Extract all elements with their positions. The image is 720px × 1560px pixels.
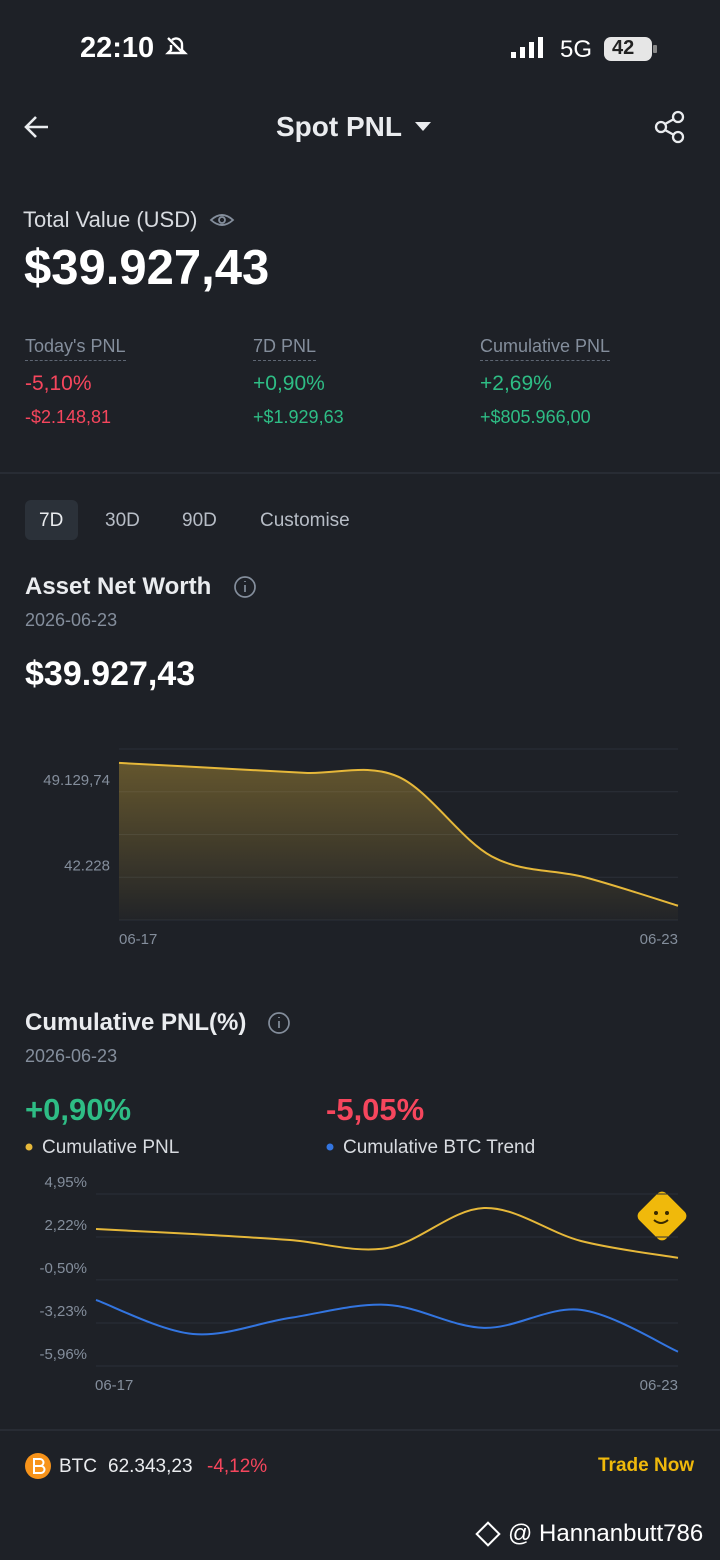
tab[interactable]: 30D [105,510,140,531]
info-icon[interactable] [234,576,256,598]
pnl-label: Today's PNL [25,336,126,361]
x-tick-label: 06-17 [119,931,157,948]
legend-dot [25,1143,33,1151]
legend-label: Cumulative BTC Trend [343,1137,536,1158]
tab[interactable]: 90D [182,510,217,531]
y-tick-label: 42.228 [64,857,110,874]
back-button[interactable] [24,116,48,138]
status-time: 22:10 [80,32,155,64]
line [118,761,679,907]
status-icons [165,37,657,61]
ticker-price: 62.343,23 [108,1456,193,1477]
btc-icon [25,1453,51,1479]
x-tick-label: 06-23 [640,931,678,948]
pnl-amount: +$1.929,63 [253,407,344,427]
dropdown-icon[interactable] [415,122,431,131]
x-tick-label: 06-17 [95,1377,133,1394]
pnl-label: Cumulative PNL [480,336,611,361]
total-label: Total Value (USD) [23,207,198,232]
y-tick-label: 4,95% [44,1174,87,1191]
area [119,762,678,920]
section-date: 2026-06-23 [25,610,118,630]
ticker-change: -4,12% [207,1456,268,1477]
x-tick-label: 06-23 [640,1377,678,1394]
ticker-symbol: BTC [59,1456,97,1477]
line [95,1207,679,1259]
y-tick-label: -0,50% [39,1260,87,1277]
legend-label: Cumulative PNL [42,1137,180,1158]
headline-value: +0,90% [25,1092,132,1127]
total-value: $39.927,43 [24,241,270,295]
trade-now-button[interactable]: Trade Now [598,1455,695,1476]
pnl-amount: +$805.966,00 [480,407,591,427]
headline-value: -5,05% [326,1092,425,1127]
line [95,1298,679,1353]
pnl-amount: -$2.148,81 [25,407,112,427]
watermark-logo [475,1521,501,1547]
eye-icon[interactable] [209,214,235,226]
legend-dot [326,1143,334,1151]
net-worth-value: $39.927,43 [25,655,196,693]
section-date: 2026-06-23 [25,1046,118,1066]
status-network: 5G [560,36,593,63]
tab-active-bg [25,500,78,540]
y-tick-label: -3,23% [39,1303,87,1320]
header-title[interactable]: Spot PNL [276,111,402,142]
pnl-percent: +0,90% [253,372,325,395]
status-battery: 42 [612,37,635,59]
section-title: Asset Net Worth [25,573,212,600]
pnl-percent: -5,10% [25,372,92,395]
mascot-icon[interactable] [635,1189,689,1243]
watermark: @ Hannanbutt786 [508,1520,704,1547]
tab[interactable]: Customise [260,510,350,531]
share-button[interactable] [654,110,685,144]
y-tick-label: -5,96% [39,1346,87,1363]
y-tick-label: 2,22% [44,1217,87,1234]
pnl-label: 7D PNL [253,336,317,361]
section-title: Cumulative PNL(%) [25,1009,247,1036]
pnl-percent: +2,69% [480,372,552,395]
tab[interactable]: 7D [39,510,64,531]
y-tick-label: 49.129,74 [43,772,110,789]
info-icon[interactable] [268,1012,290,1034]
